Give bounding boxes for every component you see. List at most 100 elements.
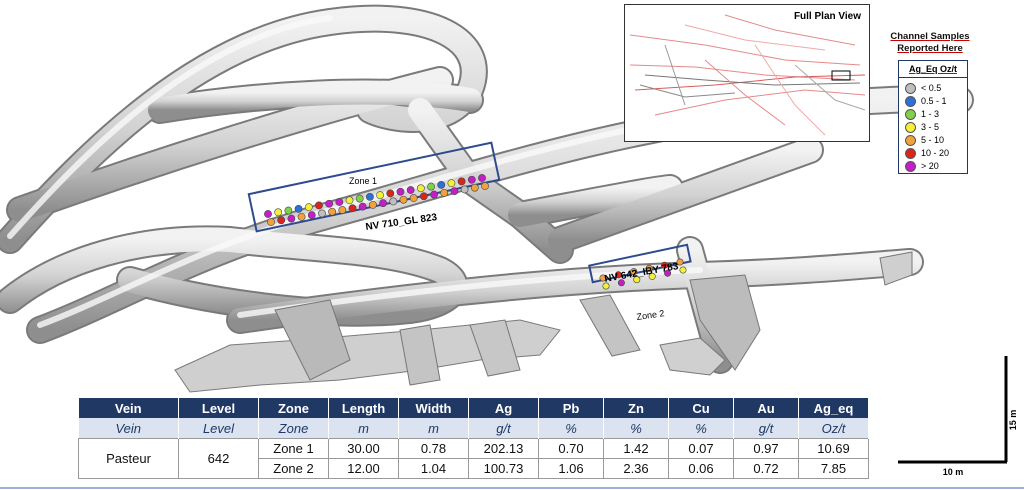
- legend-item: > 20: [905, 160, 967, 173]
- unit-cell: m: [328, 418, 399, 439]
- channel-sample-dot: [406, 186, 415, 194]
- header-ag: Ag: [468, 398, 539, 418]
- zone2-channel-samples: [599, 258, 687, 290]
- channel-sample-dot: [379, 199, 387, 208]
- unit-cell: %: [538, 418, 604, 439]
- channel-sample-dot: [287, 214, 296, 223]
- channel-sample-dot: [348, 204, 357, 213]
- full-plan-view-inset: Full Plan View: [624, 4, 870, 142]
- header-width: Width: [398, 398, 469, 418]
- level-cell: 642: [178, 438, 259, 479]
- table-header-row: Vein Level Zone Length Width Ag Pb Zn Cu…: [78, 398, 869, 418]
- table-row: Pasteur 642 Zone 1 30.00 0.78 202.13 0.7…: [78, 438, 869, 479]
- header-zn: Zn: [603, 398, 669, 418]
- scale-horizontal-label: 10 m: [943, 467, 964, 477]
- channel-sample-dot: [399, 195, 408, 204]
- legend-item-label: 1 - 3: [921, 109, 940, 119]
- legend-title: Ag_Eq Oz/t: [899, 61, 967, 78]
- width-cell: 0.78: [398, 438, 469, 459]
- legend-item-label: > 20: [921, 161, 939, 171]
- channel-sample-dot: [676, 258, 684, 266]
- length-cell: 12.00: [328, 458, 399, 479]
- plan-view-location-box: [831, 70, 851, 81]
- width-cell: 1.04: [398, 458, 469, 479]
- unit-cell: %: [668, 418, 734, 439]
- legend-items: < 0.5 0.5 - 1 1 - 3 3 - 5 5 - 10 10 - 20…: [905, 82, 967, 173]
- header-vein: Vein: [78, 398, 179, 418]
- channel-sample-dot: [355, 194, 364, 203]
- channel-sample-dot: [369, 200, 377, 209]
- channel-sample-dot: [315, 201, 323, 210]
- channel-sample-dot: [277, 216, 286, 225]
- channel-sample-dot: [416, 184, 425, 193]
- unit-cell: %: [603, 418, 669, 439]
- channel-sample-dot: [430, 190, 438, 199]
- channel-sample-dot: [274, 208, 283, 217]
- header-length: Length: [328, 398, 399, 418]
- channel-sample-dot: [325, 199, 334, 208]
- lower-level-stopes: [174, 251, 913, 393]
- legend-heading: Channel Samples Reported Here: [880, 31, 980, 55]
- unit-cell: Zone: [258, 418, 329, 439]
- header-ag-eq: Ag_eq: [798, 398, 869, 418]
- legend-swatch: [905, 96, 916, 107]
- au-cell: 0.97: [733, 438, 799, 459]
- channel-sample-dot: [630, 268, 638, 276]
- legend-item: < 0.5: [905, 82, 967, 95]
- zone1-label: Zone 1: [349, 176, 377, 186]
- bottom-divider: [0, 487, 1024, 489]
- legend-heading-line2: Reported Here: [897, 43, 963, 54]
- channel-sample-dot: [470, 183, 479, 192]
- channel-sample-dot: [645, 264, 653, 272]
- legend-item: 3 - 5: [905, 121, 967, 134]
- channel-sample-dot: [284, 206, 293, 215]
- zone1-channel-samples: [264, 174, 489, 226]
- legend-item-label: 10 - 20: [921, 148, 950, 158]
- legend-item: 5 - 10: [905, 134, 967, 147]
- ag-cell: 100.73: [468, 458, 539, 479]
- unit-cell: Vein: [78, 418, 179, 439]
- channel-sample-dot: [419, 192, 428, 201]
- channel-sample-dot: [633, 276, 641, 284]
- unit-cell: g/t: [733, 418, 799, 439]
- ag-eq-cell: 10.69: [798, 438, 869, 459]
- header-cu: Cu: [668, 398, 734, 418]
- channel-sample-dot: [389, 197, 398, 206]
- channel-sample-dot: [599, 274, 607, 282]
- plan-view-map: [629, 14, 866, 136]
- header-pb: Pb: [538, 398, 604, 418]
- legend-swatch: [905, 109, 916, 120]
- channel-sample-dot: [467, 175, 476, 184]
- ag-eq-cell: 7.85: [798, 458, 869, 479]
- channel-sample-dot: [460, 185, 469, 194]
- zone2-drift: [588, 243, 692, 290]
- channel-sample-dot: [396, 187, 405, 196]
- header-zone: Zone: [258, 398, 329, 418]
- zone2-label: Zone 2: [636, 308, 665, 322]
- channel-sample-dot: [386, 189, 395, 198]
- scale-bar: 15 m 10 m: [898, 356, 1018, 477]
- channel-sample-dot: [437, 180, 446, 189]
- vein-cell: Pasteur: [78, 438, 179, 479]
- channel-sample-dot: [481, 182, 489, 190]
- channel-sample-dot: [614, 271, 622, 279]
- legend-swatch: [905, 122, 916, 133]
- legend-swatch: [905, 161, 916, 172]
- legend-item: 0.5 - 1: [905, 95, 967, 108]
- legend-swatch: [905, 148, 916, 159]
- channel-sample-dot: [409, 194, 418, 202]
- legend-item: 1 - 3: [905, 108, 967, 121]
- channel-sample-dot: [478, 174, 486, 182]
- channel-sample-dot: [376, 191, 384, 200]
- channel-sample-dot: [297, 212, 306, 221]
- zone-cell: Zone 2: [258, 458, 329, 479]
- unit-cell: m: [398, 418, 469, 439]
- channel-sample-dot: [427, 182, 435, 191]
- inset-title: Full Plan View: [793, 11, 861, 22]
- zone1-outline-box: [247, 141, 501, 233]
- channel-sample-dot: [450, 187, 459, 196]
- zone2-outline-box: [588, 243, 692, 284]
- channel-sample-dot: [304, 203, 313, 212]
- cu-cell: 0.07: [668, 438, 734, 459]
